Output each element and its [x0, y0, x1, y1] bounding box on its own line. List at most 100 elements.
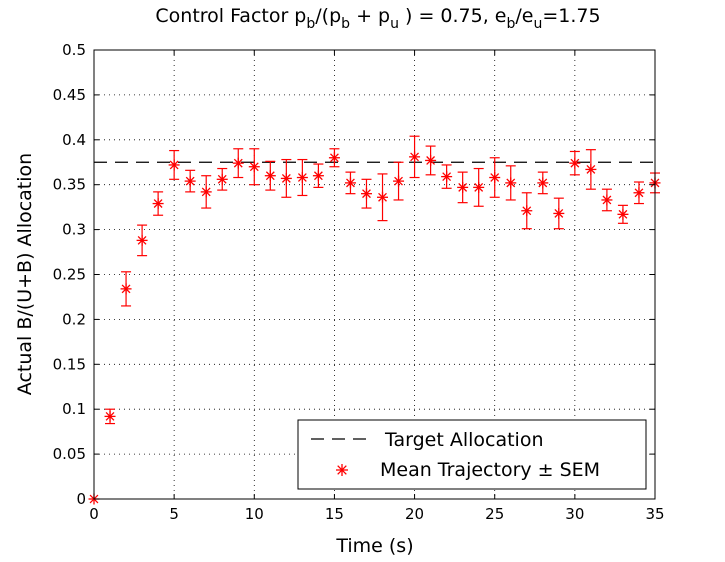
marker-stroke — [313, 171, 323, 181]
marker-stroke — [586, 165, 596, 174]
marker-stroke — [458, 182, 468, 192]
data-point — [184, 175, 196, 187]
y-tick-label: 0.05 — [53, 445, 86, 463]
marker-stroke — [618, 209, 628, 219]
data-point — [393, 175, 405, 187]
marker-stroke — [426, 156, 436, 165]
plot-frame — [93, 49, 656, 500]
x-tick-label: 35 — [645, 505, 664, 523]
data-point — [296, 172, 308, 184]
x-tick-label: 20 — [405, 505, 424, 523]
y-tick-label: 0.45 — [53, 86, 86, 104]
data-point — [280, 172, 292, 184]
marker-stroke — [570, 158, 580, 168]
data-point — [457, 181, 469, 193]
marker-stroke — [137, 235, 147, 245]
data-point — [489, 172, 501, 184]
marker-stroke — [634, 188, 644, 198]
data-point — [312, 170, 324, 182]
x-tick-label: 25 — [485, 505, 504, 523]
data-point — [569, 157, 581, 169]
y-tick-label: 0.4 — [62, 131, 86, 149]
marker-stroke — [297, 173, 307, 182]
x-axis-label: Time (s) — [335, 535, 413, 557]
marker-stroke — [410, 152, 419, 162]
marker-stroke — [265, 171, 275, 181]
marker-stroke — [153, 199, 163, 208]
y-axis-label: Actual B/(U+B) Allocation — [14, 153, 36, 395]
marker-stroke — [506, 178, 516, 188]
data-point — [216, 173, 228, 185]
data-point — [264, 170, 276, 182]
marker-stroke — [490, 173, 500, 182]
data-point — [425, 154, 437, 166]
legend-box — [297, 419, 647, 490]
marker-stroke — [394, 176, 403, 186]
marker-stroke — [281, 173, 291, 183]
marker-stroke — [217, 174, 227, 184]
marker-stroke — [474, 182, 484, 192]
marker-stroke — [201, 187, 211, 197]
data-point — [136, 234, 148, 246]
data-point — [633, 187, 645, 199]
marker-stroke — [554, 209, 564, 218]
marker-stroke — [522, 206, 532, 216]
data-point — [601, 194, 613, 206]
x-tick-label: 0 — [89, 505, 99, 523]
marker-stroke — [105, 411, 115, 421]
data-point — [521, 205, 533, 217]
marker-stroke — [538, 178, 548, 188]
x-tick-label: 30 — [565, 505, 584, 523]
y-tick-label: 0.3 — [62, 221, 86, 239]
marker-stroke — [185, 176, 195, 186]
data-point — [168, 159, 180, 171]
marker-stroke — [442, 172, 452, 182]
legend-marker-asterisk — [336, 464, 348, 476]
legend-series-label: Mean Trajectory ± SEM — [380, 459, 600, 481]
data-point — [585, 163, 597, 175]
marker-stroke — [378, 192, 387, 202]
data-point — [200, 186, 212, 198]
x-tick-label: 5 — [169, 505, 179, 523]
data-point — [473, 181, 485, 193]
data-point — [104, 410, 116, 422]
y-tick-labels: 0 0.05 0.1 0.15 0.2 0.25 0.3 0.35 0.4 0.45 0.5 — [53, 41, 86, 508]
marker-stroke — [330, 153, 339, 163]
data-point — [120, 283, 132, 295]
data-markers — [88, 151, 661, 505]
x-tick-labels: 0 5 10 15 20 25 30 35 — [89, 505, 664, 523]
data-point — [248, 161, 260, 173]
data-point — [328, 152, 340, 164]
x-tick-label: 10 — [245, 505, 264, 523]
data-point — [232, 157, 244, 169]
marker-stroke — [337, 465, 347, 475]
data-point — [537, 177, 549, 189]
data-point — [441, 171, 453, 183]
y-tick-label: 0 — [76, 490, 86, 508]
data-point — [617, 208, 629, 220]
data-point — [377, 191, 389, 203]
marker-stroke — [169, 160, 179, 170]
marker-stroke — [121, 284, 131, 294]
y-tick-label: 0.5 — [62, 41, 86, 59]
data-point — [360, 188, 372, 200]
marker-stroke — [233, 158, 243, 168]
data-point — [344, 177, 356, 189]
marker-stroke — [602, 195, 612, 205]
marker-stroke — [362, 189, 371, 199]
y-tick-label: 0.15 — [53, 355, 86, 373]
legend-target-label: Target Allocation — [384, 429, 544, 451]
y-tick-label: 0.2 — [62, 310, 86, 328]
legend: Target Allocation Mean Trajectory ± SEM — [297, 419, 647, 490]
y-tick-label: 0.25 — [53, 266, 86, 284]
marker-stroke — [346, 178, 355, 188]
data-point — [152, 198, 164, 210]
legend-series-swatch — [336, 464, 348, 476]
y-tick-label: 0.1 — [62, 400, 86, 418]
x-tick-label: 15 — [325, 505, 344, 523]
data-point — [409, 151, 421, 163]
data-point — [553, 207, 565, 219]
data-point — [505, 177, 517, 189]
y-tick-label: 0.35 — [53, 176, 86, 194]
